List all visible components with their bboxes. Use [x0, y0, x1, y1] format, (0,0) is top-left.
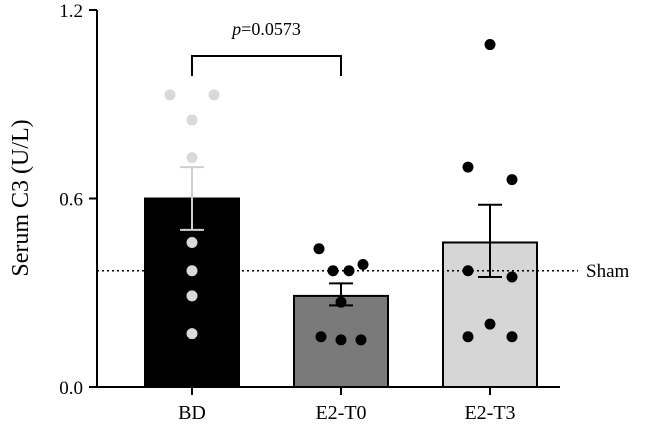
- data-point-E2-T3: [506, 271, 518, 283]
- data-point-E2-T3: [484, 318, 496, 330]
- data-point-BD: [186, 265, 198, 277]
- data-points-layer: [164, 39, 518, 346]
- data-point-BD: [186, 114, 198, 126]
- y-axis-title: Serum C3 (U/L): [8, 119, 34, 276]
- data-point-E2-T0: [327, 265, 339, 277]
- data-point-BD: [208, 89, 220, 101]
- data-point-E2-T3: [484, 39, 496, 51]
- data-point-BD: [186, 290, 198, 302]
- data-point-E2-T0: [357, 258, 369, 270]
- data-point-E2-T3: [462, 331, 474, 343]
- data-point-E2-T0: [355, 334, 367, 346]
- x-ticks: BD E2-T0 E2-T3: [178, 387, 516, 424]
- data-point-E2-T0: [335, 334, 347, 346]
- data-point-E2-T3: [462, 161, 474, 173]
- data-point-E2-T3: [462, 265, 474, 277]
- data-point-BD: [186, 236, 198, 248]
- data-point-E2-T3: [506, 331, 518, 343]
- y-ticks: 0.0 0.6 1.2: [59, 1, 97, 399]
- significance-bracket: [191, 55, 342, 76]
- y-tick-label: 0.0: [59, 378, 83, 399]
- x-tick-label-E2-T0: E2-T0: [315, 402, 366, 424]
- y-tick-label: 1.2: [59, 1, 83, 22]
- sham-reference-label: Sham: [586, 261, 630, 282]
- x-tick-label-E2-T3: E2-T3: [464, 402, 515, 424]
- data-point-E2-T0: [335, 296, 347, 308]
- data-point-E2-T0: [315, 331, 327, 343]
- data-point-BD: [186, 152, 198, 164]
- x-tick-label-BD: BD: [178, 402, 206, 424]
- data-point-BD: [186, 328, 198, 340]
- p-value-annotation: p=0.0573: [230, 19, 301, 39]
- error-bars-layer: [180, 166, 502, 307]
- data-point-E2-T0: [343, 265, 355, 277]
- y-tick-label: 0.6: [59, 190, 83, 211]
- data-point-BD: [164, 89, 176, 101]
- data-point-E2-T3: [506, 174, 518, 186]
- data-point-E2-T0: [313, 243, 325, 255]
